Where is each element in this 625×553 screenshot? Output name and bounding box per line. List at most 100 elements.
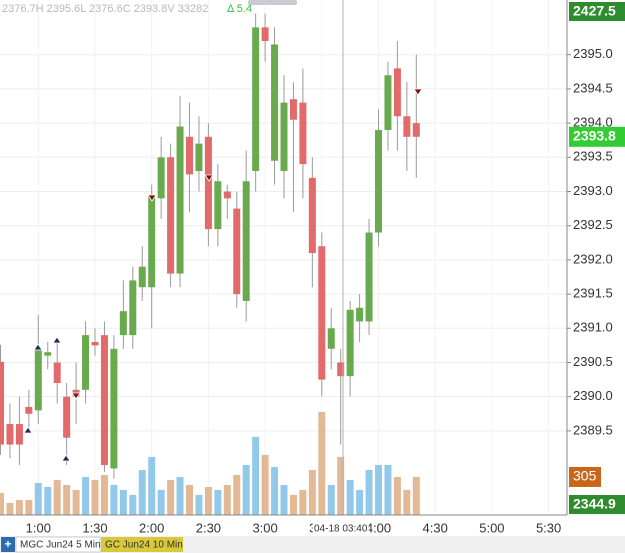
volume-bar	[25, 500, 33, 515]
x-tick-label: 2:30	[196, 520, 221, 535]
volume-bar	[91, 479, 99, 515]
candle-body	[214, 181, 222, 230]
volume-bar	[157, 489, 165, 515]
volume-bar	[233, 474, 241, 515]
volume-bar	[119, 489, 127, 515]
volume-bar	[186, 484, 193, 515]
candle-body	[346, 309, 354, 377]
candle-body	[176, 126, 184, 274]
add-tab-label[interactable]: +	[4, 537, 11, 551]
volume-bar	[242, 464, 250, 515]
volume-bar	[356, 489, 364, 515]
volume-bar	[308, 469, 316, 515]
candle-body	[365, 232, 373, 322]
candle-body	[318, 246, 326, 380]
candle-body	[375, 129, 382, 233]
candle-body	[34, 350, 42, 411]
axis-layer: 2389.5 2390.0 2390.5 2391.0 2391.5 2392.0 2392…	[26, 46, 613, 536]
signal-marker	[413, 88, 423, 96]
signal-marker	[33, 343, 43, 351]
signal-marker	[71, 392, 81, 400]
candle-body	[233, 208, 241, 295]
last-volume-label: 305	[573, 468, 597, 484]
x-tick-label: 1:00	[26, 520, 51, 535]
tab[interactable]	[15, 536, 101, 553]
volume-bar	[412, 476, 420, 515]
y-tick-label: 2394.0	[573, 115, 613, 130]
candle-body	[308, 177, 316, 254]
ohlcv-header: 2376.7H 2395.6L 2376.6C 2393.8V 33282	[2, 3, 208, 15]
volume-bar	[318, 411, 326, 515]
volume-bar	[346, 479, 354, 515]
volume-bar	[289, 494, 297, 515]
volume-bar	[72, 489, 80, 515]
x-tick-label: 1:30	[82, 520, 107, 535]
candle-body	[195, 143, 203, 171]
candle-body	[242, 181, 250, 301]
candle-body	[299, 102, 307, 165]
candle-body	[223, 191, 231, 199]
volume-bar	[214, 489, 222, 515]
volume-bar	[393, 476, 401, 515]
tab-label[interactable]: MGC Jun24 5 Min	[20, 540, 101, 551]
candle-body	[63, 396, 71, 438]
volume-bar	[176, 476, 184, 515]
last-price-box	[569, 126, 625, 147]
volume-bar	[337, 456, 345, 515]
candle-body	[393, 68, 401, 117]
candle-body	[0, 361, 4, 445]
candle-body	[138, 266, 146, 288]
candle-body	[412, 123, 420, 137]
candle-body	[129, 280, 137, 336]
candle-body	[271, 44, 279, 161]
y-tick-label: 2391.0	[573, 320, 613, 335]
volume-bar	[15, 500, 23, 515]
volume-bar	[384, 464, 392, 515]
y-tick-label: 2390.5	[573, 354, 613, 369]
candle-body	[403, 116, 411, 137]
x-tick-label: 3:00	[252, 520, 277, 535]
crosshair-label: 04-18 03:40	[314, 524, 368, 535]
tab[interactable]	[101, 537, 183, 552]
candle-body	[25, 406, 33, 414]
y-tick-label: 2393.0	[573, 183, 613, 198]
volume-bar	[110, 484, 118, 515]
tab-label[interactable]: GC Jun24 10 Min	[105, 540, 183, 551]
candle-body	[289, 99, 297, 120]
candle-body	[44, 352, 52, 356]
panel-handle[interactable]	[248, 0, 297, 5]
candle-layer	[0, 13, 420, 479]
price-box	[569, 495, 625, 514]
volume-layer	[0, 411, 420, 515]
x-tick-label: 4:30	[423, 520, 448, 535]
last-volume-box	[569, 466, 601, 487]
candle-body	[384, 75, 392, 130]
candle-body	[356, 307, 364, 322]
change-header: Δ 5.4	[227, 3, 252, 15]
candle-body	[148, 194, 156, 288]
price-box-label: 2427.5	[573, 3, 616, 19]
candle-body	[53, 362, 61, 384]
x-tick-label: 5:00	[479, 520, 504, 535]
volume-bar	[195, 494, 203, 515]
candle-body	[110, 348, 118, 469]
volume-bar	[53, 479, 61, 515]
add-tab-button[interactable]	[1, 537, 15, 552]
candle-body	[261, 27, 269, 42]
candle-body	[337, 362, 345, 377]
volume-bar	[252, 436, 260, 515]
candle-body	[15, 424, 23, 445]
candle-body	[100, 335, 108, 466]
y-tick-label: 2392.0	[573, 251, 613, 266]
signal-marker	[61, 454, 71, 462]
volume-bar	[403, 489, 411, 515]
candle-body	[91, 341, 99, 346]
volume-bar	[167, 479, 175, 515]
candle-body	[204, 136, 212, 230]
volume-bar	[129, 494, 137, 515]
price-box	[569, 2, 625, 21]
price-box-label: 2344.9	[573, 496, 616, 512]
x-tick-label: 4:00	[366, 520, 391, 535]
signal-marker	[52, 336, 62, 344]
